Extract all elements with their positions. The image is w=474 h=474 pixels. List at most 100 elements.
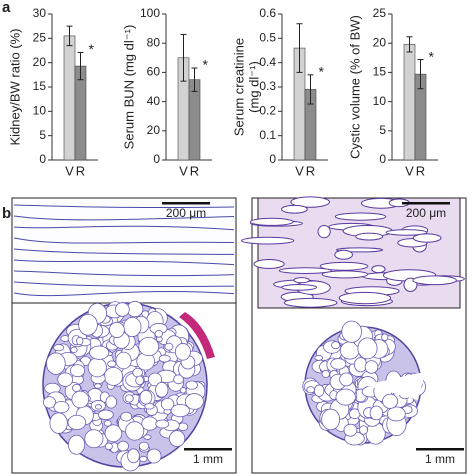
inset-cyst <box>283 297 338 308</box>
inset-cyst <box>293 277 310 284</box>
inset-cyst <box>412 233 442 243</box>
cyst <box>69 364 86 378</box>
inset-cyst <box>412 275 457 286</box>
cyst <box>139 455 148 463</box>
y-axis-label: Kidney/BW ratio (%) <box>7 28 22 145</box>
inset-cell <box>13 259 235 266</box>
inset-cyst <box>317 225 331 239</box>
cyst <box>138 336 160 357</box>
cyst <box>49 412 68 434</box>
cyst <box>78 313 98 336</box>
cyst <box>168 430 186 447</box>
inset-cyst <box>334 212 387 221</box>
y-axis-label: (mg dl⁻¹) <box>246 61 261 113</box>
cyst <box>141 416 158 431</box>
y-tick-label: 0 <box>153 152 160 166</box>
cyst <box>105 395 118 409</box>
cyst <box>114 302 130 317</box>
stain <box>179 312 215 359</box>
cyst <box>117 440 129 452</box>
panel-label: a <box>2 0 11 16</box>
y-axis-label: Cystic volume (% of BW) <box>347 15 362 159</box>
cyst <box>76 336 84 346</box>
histology-images: 200 μm 200 μm 1 mm 1 mm <box>11 196 467 474</box>
cyst <box>43 396 57 409</box>
y-tick-label: 40 <box>147 94 161 108</box>
inset-cyst <box>249 217 294 226</box>
cyst <box>314 354 323 361</box>
y-tick-label: 60 <box>147 65 161 79</box>
cyst <box>72 383 82 392</box>
significance: * <box>429 48 435 64</box>
cyst <box>53 344 65 352</box>
cyst <box>382 393 399 409</box>
cyst <box>313 384 325 397</box>
y-tick-label: 0.6 <box>259 6 276 20</box>
cyst <box>173 374 184 385</box>
notch <box>363 372 425 400</box>
y-tick-label: 20 <box>33 55 47 69</box>
cyst <box>155 419 170 429</box>
inset-cell <box>13 225 235 231</box>
cyst <box>185 380 198 390</box>
y-tick-label: 80 <box>147 35 161 49</box>
cyst <box>57 372 74 387</box>
inset-cell <box>13 281 235 288</box>
cyst <box>53 400 70 414</box>
inset-cell <box>13 204 235 209</box>
cyst <box>335 388 356 406</box>
cyst <box>115 351 132 370</box>
y-axis-label: Serum BUN (mg dl⁻¹) <box>121 25 136 150</box>
cyst <box>160 397 175 411</box>
y-tick-label: 25 <box>33 31 47 45</box>
cyst <box>330 358 347 370</box>
inset-cyst <box>385 229 428 236</box>
scale-bar <box>416 448 464 451</box>
scale-bar-label: 1 mm <box>193 452 223 466</box>
inset-frame <box>11 197 237 304</box>
cyst <box>381 333 389 342</box>
y-tick-label: 0.2 <box>259 104 276 118</box>
cyst <box>339 372 354 387</box>
y-tick-label: 5 <box>379 123 386 137</box>
inset-cyst <box>290 196 330 208</box>
cyst <box>343 423 358 437</box>
bar <box>403 44 416 161</box>
cyst <box>103 366 124 386</box>
cyst <box>321 408 341 431</box>
cyst <box>84 429 104 449</box>
inset-cell <box>13 237 235 244</box>
inset-cyst <box>278 267 332 274</box>
y-tick-label: 0.3 <box>259 79 276 93</box>
scale-bar-label: 1 mm <box>425 452 455 466</box>
y-tick-label: 0 <box>379 152 386 166</box>
cyst <box>109 321 125 338</box>
y-axis-label: Serum creatinine <box>231 38 246 136</box>
cyst <box>104 424 123 443</box>
cyst <box>127 448 140 464</box>
inset-cyst <box>319 261 369 271</box>
cyst <box>139 389 153 405</box>
cyst <box>321 370 330 378</box>
cyst <box>67 414 87 431</box>
cyst <box>132 367 143 378</box>
cyst <box>94 404 102 410</box>
inset-cyst <box>281 204 308 214</box>
cyst <box>135 375 144 386</box>
cyst <box>107 360 117 368</box>
cyst <box>104 442 113 451</box>
y-tick-label: 20 <box>373 35 387 49</box>
cyst <box>146 448 162 464</box>
cyst <box>148 372 163 387</box>
y-tick-label: 0.5 <box>259 31 276 45</box>
cyst <box>357 337 378 360</box>
y-tick-label: 15 <box>33 79 47 93</box>
scale-bar <box>162 202 210 205</box>
x-tick-label: R <box>76 163 85 178</box>
cyst <box>155 381 169 398</box>
inset-cyst <box>241 236 295 245</box>
y-tick-label: 5 <box>39 128 46 142</box>
bar <box>63 35 76 161</box>
cyst <box>386 406 406 422</box>
